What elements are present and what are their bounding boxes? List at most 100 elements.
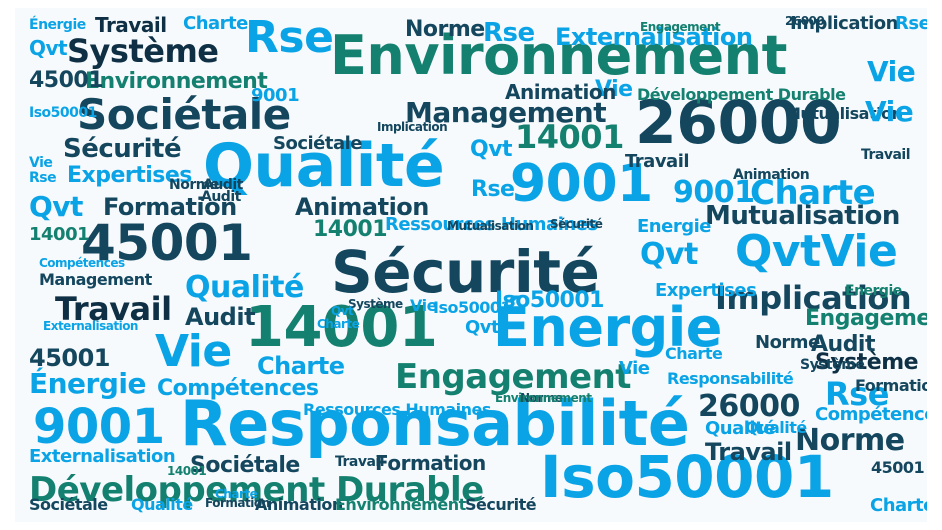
word-societale-bottom: Sociétale	[190, 453, 300, 478]
word-environnement-small: Environnement	[85, 69, 268, 94]
word-vie-mid: Vie	[595, 77, 633, 102]
word-energie-right: Energie	[845, 283, 902, 299]
word-iso50001-mid: Iso50001	[495, 288, 604, 313]
word-14001-left: 14001	[29, 224, 90, 245]
word-audit-bottom: Audit	[201, 189, 241, 205]
word-14001-small: 14001	[313, 217, 388, 242]
word-charte-bottomright: Charte	[870, 495, 927, 516]
word-formation-mid: Formation	[855, 376, 927, 395]
word-animation-right: Animation	[733, 167, 810, 183]
word-travail-left: Travail	[55, 290, 172, 328]
word-systeme-right: Système	[815, 350, 919, 375]
word-ressources-humaines: Ressources Humaines	[385, 214, 598, 235]
word-engagement-top: Engagement	[640, 20, 721, 34]
word-expertises-right: Expertises	[655, 280, 757, 301]
word-animation-mid: Animation	[505, 80, 616, 104]
word-26000: 26000	[635, 88, 842, 158]
word-iso50001-big: Iso50001	[540, 443, 834, 511]
word-securite-bottom: Sécurité	[465, 495, 537, 514]
word-management-left: Management	[39, 270, 152, 289]
word-norme-left: Norme	[169, 177, 219, 193]
word-securite-small: Sécurité	[63, 134, 182, 164]
word-qualite: Qualité	[203, 131, 445, 201]
word-9001-top: 9001	[251, 85, 300, 106]
word-45001-top: 45001	[29, 68, 104, 93]
word-systeme: Système	[67, 32, 219, 70]
word-societale-mid: Sociétale	[273, 133, 363, 154]
word-competences-right: Compétences	[815, 404, 927, 425]
word-vie-left3: Vie	[410, 296, 437, 315]
word-norme-top: Norme	[405, 17, 485, 42]
word-9001-left: 9001	[33, 399, 165, 455]
word-14001-bottom: 14001	[167, 464, 207, 478]
word-9001-mid: 9001	[673, 175, 755, 210]
word-energie-small: Énergie	[29, 17, 86, 33]
word-travail-right2: Travail	[861, 147, 911, 163]
word-charte-top: Charte	[183, 13, 248, 34]
word-14001-mid: 14001	[515, 118, 624, 156]
word-animation-bottom: Animation	[255, 495, 343, 514]
word-iso50001-mid2: Iso50001	[433, 298, 512, 317]
word-qvt-left: Qvt	[29, 190, 83, 223]
word-norme-right: Norme	[795, 423, 905, 458]
word-mutualisation-top: Mutualisation	[785, 104, 903, 123]
word-rse-mid: Rse	[483, 18, 535, 48]
word-45001-left: 45001	[29, 344, 111, 372]
word-environnement-bottom: Environnement	[335, 495, 466, 514]
word-implication-mid: Implication	[377, 120, 448, 134]
word-charte-right: Charte	[665, 344, 723, 363]
word-audit-left: Audit	[185, 303, 256, 331]
word-competences-left: Compétences	[39, 256, 125, 270]
word-energie-left: Énergie	[29, 367, 147, 400]
word-45001: 45001	[81, 214, 253, 272]
word-rse-mid2: Rse	[471, 177, 515, 202]
word-audit-right: Audit	[811, 332, 876, 357]
word-developpement-mid: Développement Durable	[637, 85, 846, 104]
word-iso50001-left: Iso50001	[29, 105, 97, 121]
word-externalisation-mid: Externalisation	[43, 319, 138, 333]
word-vie-right2: Vie	[865, 95, 914, 128]
word-formation-bottom: Formation	[375, 451, 486, 475]
word-norme-mid: Norme	[755, 332, 820, 353]
word-responsabilite-small: Responsabilité	[667, 369, 794, 388]
word-engagement-right: Engagement	[805, 306, 927, 331]
word-vie-left2: Vie	[29, 155, 53, 171]
word-travail-bottom: Travail	[335, 454, 385, 470]
word-implication-top: Implication	[790, 13, 898, 34]
word-qvtvie: QvtVie	[735, 226, 898, 277]
word-implication: Implication	[715, 279, 912, 317]
word-vie-bottom: Vie	[619, 358, 650, 379]
word-environnement-mid: Environnement	[495, 391, 592, 405]
word-systeme-bottom: Système	[800, 357, 865, 373]
word-cloud: Environnement Qualité Sécurité Responsab…	[15, 8, 927, 522]
word-societale-bottomleft: Sociétale	[29, 495, 108, 514]
word-mutualisation: Mutualisation	[705, 201, 900, 231]
word-qualite-bottomright: Qualité	[745, 418, 807, 437]
word-rse-top: Rse	[245, 12, 334, 63]
word-qvt-top: Qvt	[29, 36, 68, 60]
word-rse-right: Rse	[825, 375, 889, 413]
word-environnement: Environnement	[330, 24, 787, 87]
word-engagement-mid: Engagement	[395, 357, 632, 397]
word-mutualisation-left: Mutualisation	[447, 219, 534, 233]
word-qualite-bottom: Qualité	[131, 495, 193, 514]
word-management: Management	[405, 96, 607, 129]
word-45001-right: 45001	[871, 458, 925, 477]
word-societale: Sociétale	[77, 90, 291, 139]
word-audit-mid: Audit	[203, 177, 243, 193]
word-animation: Animation	[295, 193, 429, 221]
word-charte-left: Charte	[317, 317, 360, 331]
word-expertises: Expertises	[67, 163, 192, 188]
word-energie-big: Énergie	[493, 296, 722, 359]
word-travail-top: Travail	[95, 13, 167, 37]
word-charte: Charte	[750, 173, 876, 213]
word-charte-bottom: Charte	[215, 487, 258, 501]
word-externalisation-top: Externalisation	[555, 23, 753, 51]
word-rse-topright: Rse	[895, 13, 927, 34]
word-26000-right: 26000	[698, 389, 800, 424]
word-systeme-mid: Système	[348, 297, 403, 311]
word-vie-left: Vie	[155, 326, 232, 377]
word-qvt-mid2: Qvt	[470, 137, 513, 162]
word-formation-small: Formation	[205, 496, 270, 510]
word-26000-mid: 26000	[785, 14, 825, 28]
